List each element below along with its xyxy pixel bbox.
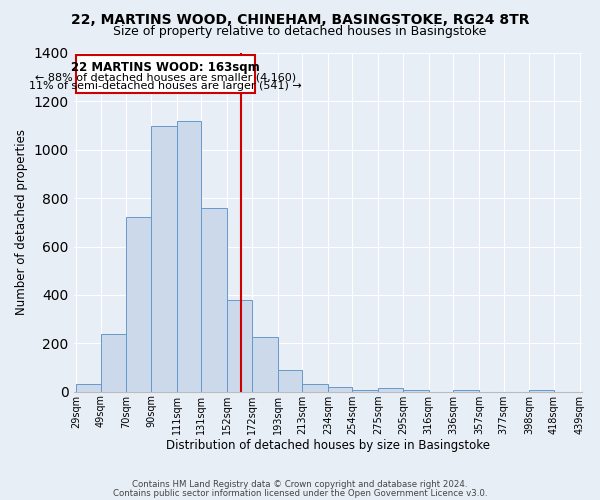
Text: Contains public sector information licensed under the Open Government Licence v3: Contains public sector information licen…: [113, 488, 487, 498]
Y-axis label: Number of detached properties: Number of detached properties: [15, 130, 28, 316]
Bar: [101, 334, 127, 392]
Bar: [252, 337, 278, 392]
Bar: [127, 218, 151, 392]
Text: 11% of semi-detached houses are larger (541) →: 11% of semi-detached houses are larger (…: [29, 81, 302, 91]
Bar: [202, 208, 227, 392]
Bar: [352, 390, 378, 392]
Bar: [378, 388, 403, 392]
Bar: [177, 120, 202, 392]
Bar: [76, 384, 101, 392]
Bar: [151, 126, 177, 392]
Text: 22 MARTINS WOOD: 163sqm: 22 MARTINS WOOD: 163sqm: [71, 61, 260, 74]
Text: Size of property relative to detached houses in Basingstoke: Size of property relative to detached ho…: [113, 25, 487, 38]
Bar: [328, 387, 352, 392]
Text: ← 88% of detached houses are smaller (4,160): ← 88% of detached houses are smaller (4,…: [35, 72, 296, 83]
Bar: [529, 390, 554, 392]
X-axis label: Distribution of detached houses by size in Basingstoke: Distribution of detached houses by size …: [166, 440, 490, 452]
Text: 22, MARTINS WOOD, CHINEHAM, BASINGSTOKE, RG24 8TR: 22, MARTINS WOOD, CHINEHAM, BASINGSTOKE,…: [71, 12, 529, 26]
Bar: [278, 370, 302, 392]
Bar: [453, 390, 479, 392]
Bar: [76, 56, 256, 93]
Text: Contains HM Land Registry data © Crown copyright and database right 2024.: Contains HM Land Registry data © Crown c…: [132, 480, 468, 489]
Bar: [302, 384, 328, 392]
Bar: [227, 300, 252, 392]
Bar: [403, 390, 428, 392]
